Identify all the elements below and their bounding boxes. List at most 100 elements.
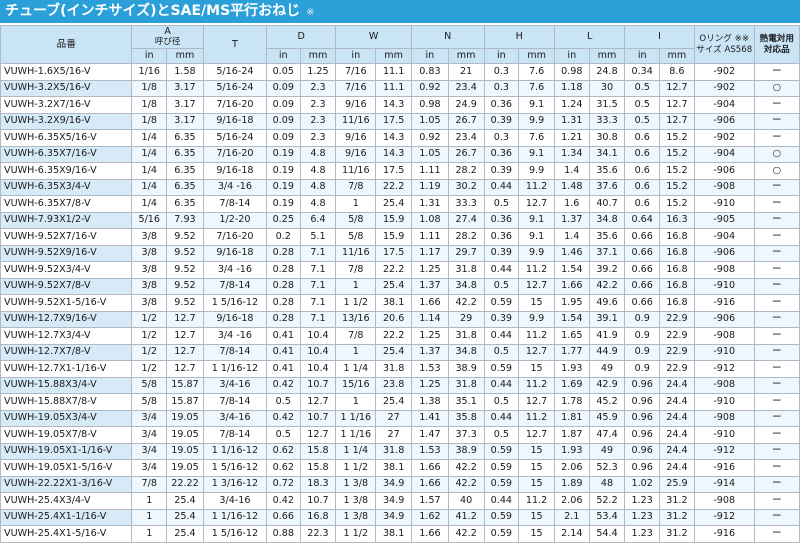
cell-thermocouple: ー	[753, 261, 800, 279]
cell-i-in: 0.96	[624, 393, 661, 411]
cell-n-mm: 38.9	[447, 442, 485, 460]
cell-i-mm: 24.4	[659, 459, 695, 477]
cell-w-in: 11/16	[335, 244, 377, 262]
cell-h-in: 0.59	[483, 508, 520, 526]
cell-thermocouple: ー	[753, 129, 800, 147]
header-a-in: in	[131, 48, 168, 64]
cell-thermocouple: ー	[753, 492, 800, 510]
cell-h-in: 0.44	[483, 261, 520, 279]
cell-h-mm: 12.7	[518, 195, 555, 213]
cell-n-in: 1.19	[411, 178, 449, 196]
cell-part-no: VUWH-19.05X1-5/16-V	[0, 459, 133, 477]
header-i-mm: mm	[659, 48, 695, 64]
cell-d-mm: 10.4	[299, 327, 337, 345]
cell-h-mm: 15	[518, 360, 555, 378]
cell-oring: -908	[693, 376, 755, 394]
cell-d-in: 0.28	[265, 294, 301, 312]
cell-h-mm: 9.1	[518, 145, 555, 163]
cell-d-in: 0.41	[265, 360, 301, 378]
cell-a-in: 3/4	[131, 409, 168, 427]
cell-l-mm: 41.9	[588, 327, 626, 345]
cell-n-in: 0.92	[411, 79, 449, 97]
cell-i-in: 0.96	[624, 459, 661, 477]
cell-n-in: 1.41	[411, 409, 449, 427]
cell-d-in: 0.28	[265, 310, 301, 328]
header-t: T	[202, 25, 267, 64]
cell-part-no: VUWH-22.22X1-3/16-V	[0, 475, 133, 493]
cell-a-mm: 19.05	[166, 442, 204, 460]
cell-h-in: 0.39	[483, 310, 520, 328]
cell-n-mm: 29.7	[447, 244, 485, 262]
cell-a-mm: 7.93	[166, 211, 204, 229]
table-row: VUWH-25.4X3/4-V 1 25.4 3/4-16 0.42 10.7 1 3/8 3…	[0, 492, 800, 510]
cell-d-mm: 16.8	[299, 508, 337, 526]
cell-i-mm: 22.9	[659, 343, 695, 361]
cell-d-in: 0.42	[265, 409, 301, 427]
cell-l-in: 1.87	[553, 426, 590, 444]
cell-d-mm: 2.3	[299, 79, 337, 97]
cell-h-in: 0.3	[483, 129, 520, 147]
cell-oring: -910	[693, 426, 755, 444]
cell-d-mm: 10.4	[299, 343, 337, 361]
cell-l-mm: 49.6	[588, 294, 626, 312]
cell-l-mm: 42.9	[588, 376, 626, 394]
cell-a-in: 5/16	[131, 211, 168, 229]
cell-d-in: 0.66	[265, 508, 301, 526]
cell-n-mm: 33.3	[447, 195, 485, 213]
cell-w-mm: 31.8	[375, 442, 412, 460]
cell-i-in: 0.96	[624, 442, 661, 460]
cell-a-mm: 12.7	[166, 360, 204, 378]
header-h-mm: mm	[518, 48, 555, 64]
cell-w-mm: 11.1	[375, 63, 412, 81]
cell-h-mm: 7.6	[518, 63, 555, 81]
cell-h-mm: 15	[518, 294, 555, 312]
cell-thermocouple: ー	[753, 376, 800, 394]
cell-w-mm: 22.2	[375, 178, 412, 196]
cell-w-mm: 31.8	[375, 360, 412, 378]
cell-a-in: 5/8	[131, 376, 168, 394]
cell-n-in: 1.05	[411, 145, 449, 163]
cell-h-in: 0.5	[483, 343, 520, 361]
cell-w-mm: 14.3	[375, 129, 412, 147]
cell-d-in: 0.19	[265, 145, 301, 163]
cell-a-mm: 9.52	[166, 244, 204, 262]
cell-h-in: 0.36	[483, 96, 520, 114]
cell-n-in: 1.14	[411, 310, 449, 328]
cell-part-no: VUWH-12.7X7/8-V	[0, 343, 133, 361]
cell-part-no: VUWH-15.88X7/8-V	[0, 393, 133, 411]
cell-thermocouple: ー	[753, 508, 800, 526]
cell-oring: -910	[693, 343, 755, 361]
cell-a-in: 3/8	[131, 277, 168, 295]
cell-w-in: 7/8	[335, 327, 377, 345]
cell-w-mm: 34.9	[375, 475, 412, 493]
cell-w-in: 1	[335, 195, 377, 213]
cell-n-mm: 29	[447, 310, 485, 328]
table-row: VUWH-6.35X7/16-V 1/4 6.35 7/16-20 0.19 4.8 9/1…	[0, 145, 800, 163]
cell-l-in: 1.18	[553, 79, 590, 97]
table-row: VUWH-6.35X3/4-V 1/4 6.35 3/4 -16 0.19 4.8 7/8 2…	[0, 178, 800, 196]
cell-a-mm: 12.7	[166, 343, 204, 361]
cell-a-in: 3/8	[131, 261, 168, 279]
cell-d-mm: 4.8	[299, 162, 337, 180]
cell-i-in: 0.96	[624, 426, 661, 444]
cell-a-in: 1	[131, 508, 168, 526]
cell-a-in: 3/4	[131, 426, 168, 444]
cell-a-mm: 19.05	[166, 409, 204, 427]
cell-w-mm: 15.9	[375, 228, 412, 246]
cell-h-in: 0.39	[483, 162, 520, 180]
cell-h-mm: 9.9	[518, 162, 555, 180]
cell-oring: -916	[693, 294, 755, 312]
cell-l-mm: 45.2	[588, 393, 626, 411]
cell-thermocouple: ー	[753, 360, 800, 378]
cell-l-in: 1.69	[553, 376, 590, 394]
cell-i-in: 0.96	[624, 376, 661, 394]
cell-l-in: 1.48	[553, 178, 590, 196]
cell-a-mm: 3.17	[166, 112, 204, 130]
cell-l-in: 1.34	[553, 145, 590, 163]
cell-oring: -904	[693, 96, 755, 114]
cell-h-in: 0.5	[483, 426, 520, 444]
cell-d-mm: 7.1	[299, 310, 337, 328]
cell-i-in: 0.66	[624, 244, 661, 262]
cell-i-in: 0.6	[624, 129, 661, 147]
cell-h-mm: 11.2	[518, 178, 555, 196]
